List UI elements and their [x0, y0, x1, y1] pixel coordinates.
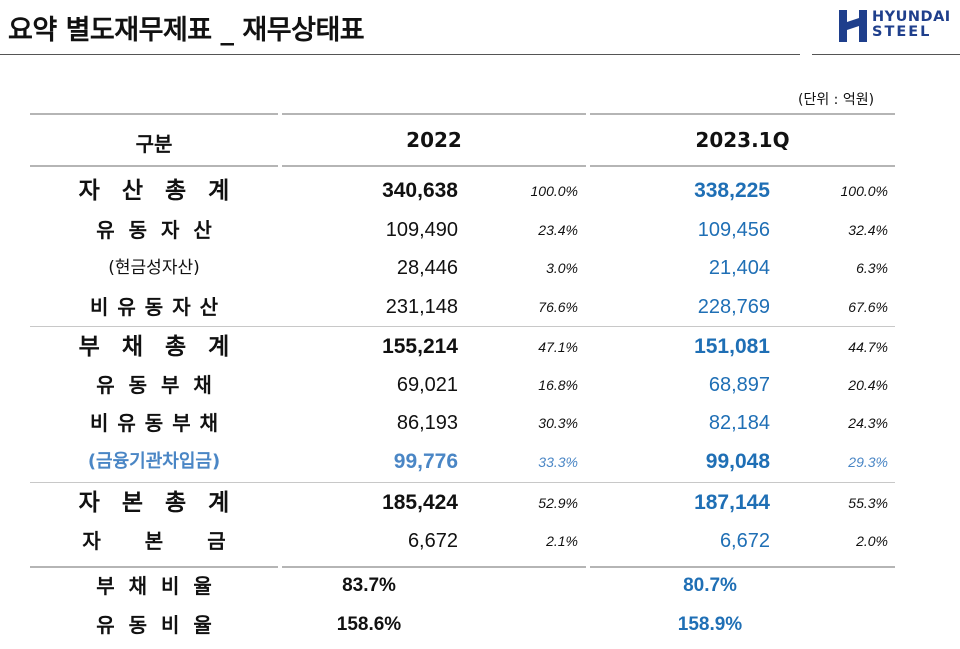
table-row: (현금성자산) 28,446 3.0% 21,404 6.3%	[0, 249, 960, 287]
value-2022: 231,148	[385, 296, 458, 318]
row-label: 유동자산	[96, 218, 226, 242]
column-header-2023-1q: 2023.1Q	[695, 128, 790, 152]
header-bottom-rule	[590, 165, 895, 167]
table-row: (금융기관차입금) 99,776 33.3% 99,048 29.3%	[0, 443, 960, 481]
row-label: 유동비율	[96, 613, 226, 637]
value-2023-1q: 21,404	[708, 257, 770, 279]
hyundai-steel-logo: HYUNDAI STEEL	[838, 8, 950, 44]
pct-2023-1q: 29.3%	[848, 454, 888, 470]
pct-2022: 3.0%	[546, 260, 578, 276]
row-label: (현금성자산)	[108, 258, 200, 278]
title-underline	[0, 54, 800, 55]
value-2022: 340,638	[382, 179, 458, 202]
logo-line-2: STEEL	[872, 24, 932, 40]
pct-2023-1q: 100.0%	[840, 183, 888, 199]
header-bottom-rule	[282, 165, 586, 167]
row-label: 자본총계	[78, 490, 252, 516]
pct-2022: 52.9%	[538, 495, 578, 511]
value-2023-1q: 80.7%	[683, 575, 737, 596]
pct-2023-1q: 6.3%	[856, 260, 888, 276]
pct-2022: 23.4%	[538, 222, 578, 238]
value-2022: 69,021	[396, 374, 458, 396]
pct-2022: 47.1%	[538, 339, 578, 355]
table-row: 자본금 6,672 2.1% 6,672 2.0%	[0, 522, 960, 560]
section-divider	[30, 326, 895, 327]
pct-2023-1q: 20.4%	[848, 377, 888, 393]
pct-2023-1q: 55.3%	[848, 495, 888, 511]
ratio-section-rule	[590, 566, 895, 568]
ratio-section-rule	[282, 566, 586, 568]
column-header-2022: 2022	[406, 128, 462, 152]
row-label: 부채총계	[78, 334, 252, 360]
table-top-rule	[590, 113, 895, 115]
row-label: (금융기관차입금)	[87, 451, 221, 472]
value-2022: 83.7%	[342, 575, 396, 596]
value-2022: 158.6%	[336, 614, 402, 635]
value-2022: 185,424	[382, 491, 458, 514]
value-2022: 155,214	[382, 335, 458, 358]
table-row: 비유동부채 86,193 30.3% 82,184 24.3%	[0, 404, 960, 442]
logo-h-icon	[839, 10, 867, 42]
row-label: 자산총계	[78, 178, 252, 204]
logo-line-1: HYUNDAI	[872, 9, 951, 25]
value-2023-1q: 151,081	[694, 335, 770, 358]
value-2022: 86,193	[396, 412, 458, 434]
pct-2022: 76.6%	[538, 299, 578, 315]
pct-2023-1q: 2.0%	[856, 533, 888, 549]
table-top-rule	[30, 113, 278, 115]
value-2023-1q: 187,144	[694, 491, 770, 514]
value-2023-1q: 82,184	[708, 412, 770, 434]
value-2022: 99,776	[393, 450, 458, 473]
value-2023-1q: 338,225	[694, 179, 770, 202]
pct-2023-1q: 24.3%	[848, 415, 888, 431]
pct-2022: 100.0%	[530, 183, 578, 199]
ratio-section-rule	[30, 566, 278, 568]
pct-2022: 16.8%	[538, 377, 578, 393]
value-2023-1q: 109,456	[697, 219, 770, 241]
row-label: 유동부채	[96, 373, 226, 397]
table-row: 자본총계 185,424 52.9% 187,144 55.3%	[0, 484, 960, 522]
table-top-rule	[282, 113, 586, 115]
row-label: 자본금	[82, 529, 270, 553]
column-header-item: 구분	[135, 132, 173, 156]
header-bottom-rule	[30, 165, 278, 167]
table-row: 부채총계 155,214 47.1% 151,081 44.7%	[0, 328, 960, 366]
table-row: 유동부채 69,021 16.8% 68,897 20.4%	[0, 366, 960, 404]
table-row: 유동자산 109,490 23.4% 109,456 32.4%	[0, 211, 960, 249]
table-row: 비유동자산 231,148 76.6% 228,769 67.6%	[0, 288, 960, 326]
unit-note: (단위 : 억원)	[798, 92, 875, 108]
pct-2022: 2.1%	[546, 533, 578, 549]
value-2022: 109,490	[385, 219, 458, 241]
section-divider	[30, 482, 895, 483]
pct-2022: 30.3%	[538, 415, 578, 431]
table-row: 부채비율 83.7% 80.7%	[0, 567, 960, 605]
logo-underline	[812, 54, 960, 55]
table-row: 자산총계 340,638 100.0% 338,225 100.0%	[0, 172, 960, 210]
value-2023-1q: 6,672	[719, 530, 770, 552]
pct-2022: 33.3%	[538, 454, 578, 470]
pct-2023-1q: 44.7%	[848, 339, 888, 355]
row-label: 비유동부채	[90, 411, 227, 435]
row-label: 부채비율	[96, 574, 226, 598]
value-2022: 28,446	[396, 257, 458, 279]
pct-2023-1q: 32.4%	[848, 222, 888, 238]
value-2023-1q: 158.9%	[677, 614, 743, 635]
pct-2023-1q: 67.6%	[848, 299, 888, 315]
value-2023-1q: 68,897	[708, 374, 770, 396]
table-row: 유동비율 158.6% 158.9%	[0, 606, 960, 644]
page-title: 요약 별도재무제표 _ 재무상태표	[8, 15, 365, 46]
value-2023-1q: 228,769	[697, 296, 770, 318]
value-2023-1q: 99,048	[705, 450, 770, 473]
value-2022: 6,672	[407, 530, 458, 552]
row-label: 비유동자산	[90, 295, 227, 319]
